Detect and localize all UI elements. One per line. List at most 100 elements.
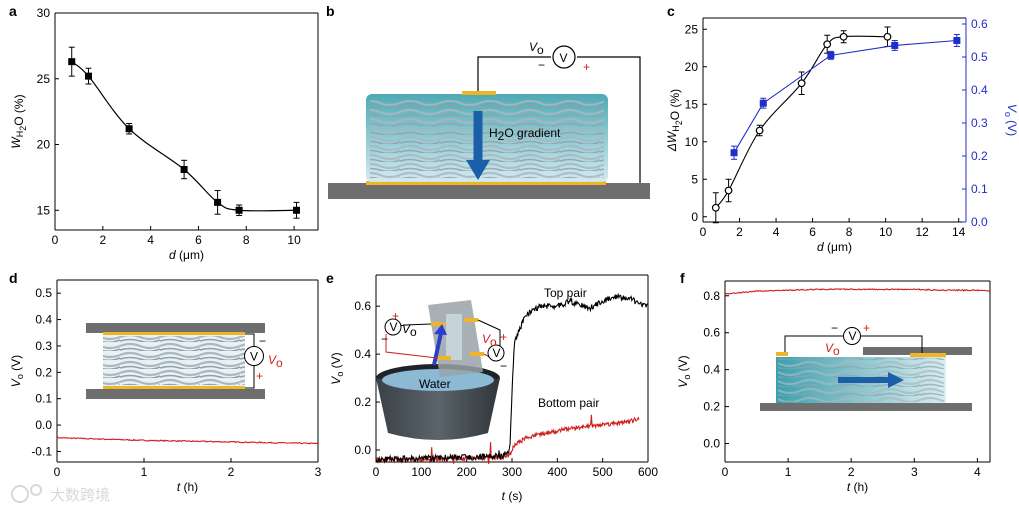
left-electrode [776, 352, 788, 356]
x-tick-label: 4 [974, 465, 981, 479]
data-point-voltage [827, 51, 835, 59]
series-line-voltage [733, 39, 957, 153]
y-tick-label: 0.2 [703, 400, 720, 414]
data-point-water [755, 126, 764, 135]
y-right-tick-label: 0.4 [971, 83, 988, 97]
axis-label: Vo (V) [329, 352, 345, 384]
x-tick-label: 8 [846, 225, 853, 239]
wire-top [245, 333, 255, 346]
data-point-voltage [759, 99, 767, 107]
y-tick-label: 0.3 [35, 339, 52, 353]
axis-label: t (h) [847, 480, 868, 494]
panel-letter-d: d [9, 270, 18, 286]
y-right-tick-label: 0.2 [971, 149, 988, 163]
minus-sign: − [259, 334, 266, 348]
panel-e-inset: Water V Vo − + V Vo + − [376, 300, 507, 440]
y-tick-label: 15 [37, 203, 51, 217]
vo-right-label: Vo [482, 332, 497, 349]
minus-sign: − [538, 58, 545, 72]
y-tick-label: 0 [691, 210, 698, 224]
voltmeter-right-icon [487, 344, 505, 362]
voltmeter-right-label: V [493, 346, 501, 360]
x-tick-label: 4 [147, 233, 154, 247]
series-line-top-pair [375, 292, 649, 464]
vo-left-label: Vo [402, 322, 417, 339]
x-tick-label: 1 [785, 465, 792, 479]
y-tick-label: 20 [685, 60, 699, 74]
bottom-pair-label: Bottom pair [538, 396, 599, 410]
data-point-voltage [730, 149, 738, 157]
plus-sign: + [583, 60, 590, 74]
data-point [235, 206, 243, 214]
y-right-tick-label: 0.3 [971, 116, 988, 130]
voltmeter-left-icon [384, 318, 402, 336]
y-tick-label: 25 [37, 72, 51, 86]
fiber-texture [370, 100, 604, 178]
y-right-tick-label: 0.5 [971, 50, 988, 64]
vo-label: Vo [825, 341, 840, 358]
y-tick-label: 0.4 [35, 313, 52, 327]
y-tick-label: 0.6 [354, 299, 371, 313]
panel-b-schematic: V − + Vo H2O gradient [328, 40, 650, 199]
cup-body [376, 378, 500, 440]
x-tick-label: 400 [547, 465, 567, 479]
plus-sign: + [863, 321, 870, 335]
fiber-texture [103, 336, 245, 385]
wire-right [577, 56, 641, 183]
y-tick-label: 0.5 [35, 286, 52, 300]
y-tick-label: 0.2 [35, 365, 52, 379]
x-tick-label: 600 [638, 465, 658, 479]
data-point [84, 72, 92, 80]
bottom-electrode [103, 386, 245, 389]
x-tick-label: 10 [879, 225, 893, 239]
panel-f-chart: 0 1 2 3 4 0.0 0.2 0.4 0.6 0.8 t (h) Vo (V) [676, 280, 991, 494]
series-line-water [715, 35, 888, 209]
y-tick-label: 15 [685, 97, 699, 111]
gradient-arrow-head [466, 160, 490, 180]
data-point-water [711, 203, 720, 212]
x-tick-label: 12 [915, 225, 929, 239]
panel-letter-c: c [667, 3, 675, 19]
series-line-bottom-pair [375, 414, 640, 464]
panel-e-chart: 0 100 200 300 400 500 600 0.0 0.2 0.4 0.6 t (s) Vo (… [329, 274, 658, 503]
axis-label: t (h) [177, 480, 198, 494]
data-point [180, 166, 188, 174]
top-electrode [462, 91, 496, 95]
axis-label: t (s) [502, 489, 523, 503]
panel-c-chart: 0 2 4 6 8 10 12 14 0 5 10 15 20 25 0.0 0.1 0.2 0.3 0.4 0.5 0… [665, 17, 1019, 254]
top-pair-electrode-left [431, 322, 445, 326]
y-tick-label: 10 [685, 135, 699, 149]
axis-label: Vo (V) [676, 355, 692, 387]
x-tick-label: 1 [141, 465, 148, 479]
minus-sign: − [831, 321, 838, 335]
x-tick-label: 3 [315, 465, 322, 479]
data-point [68, 58, 76, 66]
series-line [71, 61, 297, 212]
top-plate [863, 347, 972, 355]
voltmeter-icon [552, 45, 576, 69]
bottom-plate [86, 389, 265, 399]
watermark-text: 大数跨境 [50, 486, 110, 504]
x-tick-label: 2 [99, 233, 106, 247]
x-tick-label: 0 [54, 465, 61, 479]
x-tick-label: 2 [736, 225, 743, 239]
axis-label: d (μm) [817, 240, 852, 254]
panel-letter-a: a [9, 3, 17, 19]
axis-label: Vo (V) [9, 355, 25, 387]
watermark: 大数跨境 [11, 484, 110, 504]
x-tick-label: 10 [287, 233, 301, 247]
panel-d-chart: 0 1 2 3 -0.1 0.0 0.1 0.2 0.3 0.4 0.5 t (h) Vo (V) [9, 279, 322, 494]
panel-letter-f: f [680, 270, 685, 286]
y-tick-label: 0.1 [35, 392, 52, 406]
y-tick-label: 25 [685, 22, 699, 36]
panel-letter-b: b [326, 3, 335, 19]
plus-left: + [392, 309, 399, 323]
watermark-logo-icon [11, 485, 29, 503]
x-tick-label: 14 [952, 225, 966, 239]
data-point-water [823, 40, 832, 49]
voltmeter-icon [244, 346, 264, 366]
series-line [56, 436, 319, 445]
bottom-pair-electrode-left [437, 356, 451, 360]
series-line [724, 288, 991, 295]
